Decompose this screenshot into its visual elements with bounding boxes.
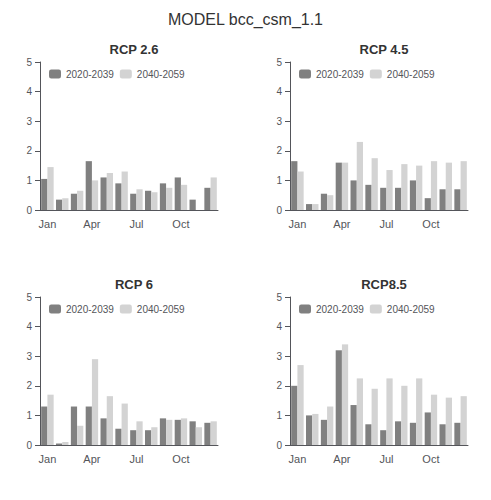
svg-text:4: 4 — [276, 86, 282, 97]
svg-text:0: 0 — [26, 440, 32, 451]
svg-text:3: 3 — [26, 116, 32, 127]
svg-text:1: 1 — [26, 410, 32, 421]
svg-text:2: 2 — [276, 380, 282, 391]
svg-text:4: 4 — [26, 86, 32, 97]
svg-text:RCP 2.6: RCP 2.6 — [110, 42, 159, 57]
svg-text:Jul: Jul — [129, 453, 143, 465]
svg-text:Oct: Oct — [422, 453, 439, 465]
svg-text:Apr: Apr — [333, 453, 350, 465]
svg-text:Jan: Jan — [39, 218, 57, 230]
svg-text:5: 5 — [276, 57, 282, 68]
svg-text:RCP 6: RCP 6 — [115, 277, 153, 292]
svg-text:2040-2059: 2040-2059 — [137, 304, 185, 315]
svg-text:5: 5 — [276, 292, 282, 303]
svg-text:Oct: Oct — [172, 218, 189, 230]
svg-text:Apr: Apr — [83, 218, 100, 230]
svg-text:Jan: Jan — [39, 453, 57, 465]
svg-text:2: 2 — [26, 145, 32, 156]
svg-text:4: 4 — [276, 321, 282, 332]
svg-text:1: 1 — [276, 410, 282, 421]
svg-text:Apr: Apr — [333, 218, 350, 230]
svg-text:0: 0 — [276, 440, 282, 451]
svg-text:0: 0 — [26, 205, 32, 216]
svg-text:5: 5 — [26, 57, 32, 68]
svg-text:0: 0 — [276, 205, 282, 216]
svg-text:3: 3 — [276, 351, 282, 362]
svg-text:Oct: Oct — [422, 218, 439, 230]
svg-text:Apr: Apr — [83, 453, 100, 465]
svg-text:3: 3 — [276, 116, 282, 127]
svg-text:RCP8.5: RCP8.5 — [361, 277, 407, 292]
svg-text:2020-2039: 2020-2039 — [66, 69, 114, 80]
svg-text:MODEL bcc_csm_1.1: MODEL bcc_csm_1.1 — [168, 11, 323, 29]
svg-text:2: 2 — [26, 380, 32, 391]
svg-text:2: 2 — [276, 145, 282, 156]
svg-text:Jul: Jul — [129, 218, 143, 230]
svg-text:RCP 4.5: RCP 4.5 — [360, 42, 409, 57]
svg-text:4: 4 — [26, 321, 32, 332]
svg-text:Oct: Oct — [172, 453, 189, 465]
svg-text:Jan: Jan — [289, 453, 307, 465]
svg-text:2040-2059: 2040-2059 — [387, 304, 435, 315]
svg-text:2040-2059: 2040-2059 — [137, 69, 185, 80]
svg-text:2020-2039: 2020-2039 — [66, 304, 114, 315]
svg-text:1: 1 — [26, 175, 32, 186]
svg-text:3: 3 — [26, 351, 32, 362]
svg-text:2040-2059: 2040-2059 — [387, 69, 435, 80]
svg-text:Jul: Jul — [379, 453, 393, 465]
svg-text:2020-2039: 2020-2039 — [316, 304, 364, 315]
svg-text:2020-2039: 2020-2039 — [316, 69, 364, 80]
svg-text:Jan: Jan — [289, 218, 307, 230]
svg-text:Jul: Jul — [379, 218, 393, 230]
svg-text:5: 5 — [26, 292, 32, 303]
svg-text:1: 1 — [276, 175, 282, 186]
